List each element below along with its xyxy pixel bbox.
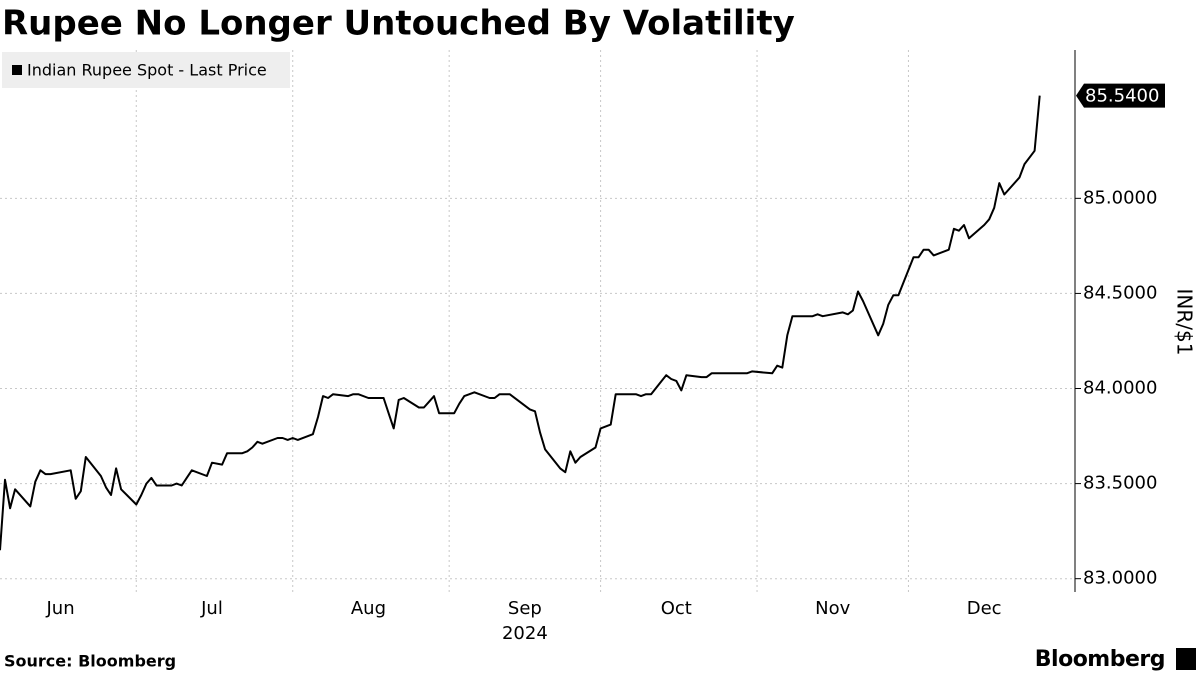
last-price-label: 85.5400 [1085,86,1159,107]
y-tick-label: 83.5000 [1083,473,1157,494]
brand-icon [1176,648,1196,670]
legend-swatch [12,65,22,75]
x-tick-label: Sep [508,598,542,619]
x-tick-label: Jun [46,598,75,619]
chart-title: Rupee No Longer Untouched By Volatility [2,4,795,44]
x-tick-label: Oct [661,598,692,619]
x-tick-label: Nov [815,598,850,619]
y-tick-label: 84.5000 [1083,282,1157,303]
last-price-box [1076,83,1165,108]
y-axis-label: INR/$1 [1173,289,1197,356]
legend-label: Indian Rupee Spot - Last Price [27,61,267,80]
brand: Bloomberg [1035,647,1165,672]
y-tick-label: 84.0000 [1083,378,1157,399]
x-tick-label: Jul [200,598,223,619]
legend-box [2,52,290,88]
x-tick-label: Aug [351,598,386,619]
y-tick-label: 83.0000 [1083,568,1157,589]
price-line [0,95,1041,551]
x-tick-label: Dec [967,598,1002,619]
y-tick-label: 85.0000 [1083,187,1157,208]
x-year-label: 2024 [502,623,548,644]
source: Source: Bloomberg [4,652,176,671]
